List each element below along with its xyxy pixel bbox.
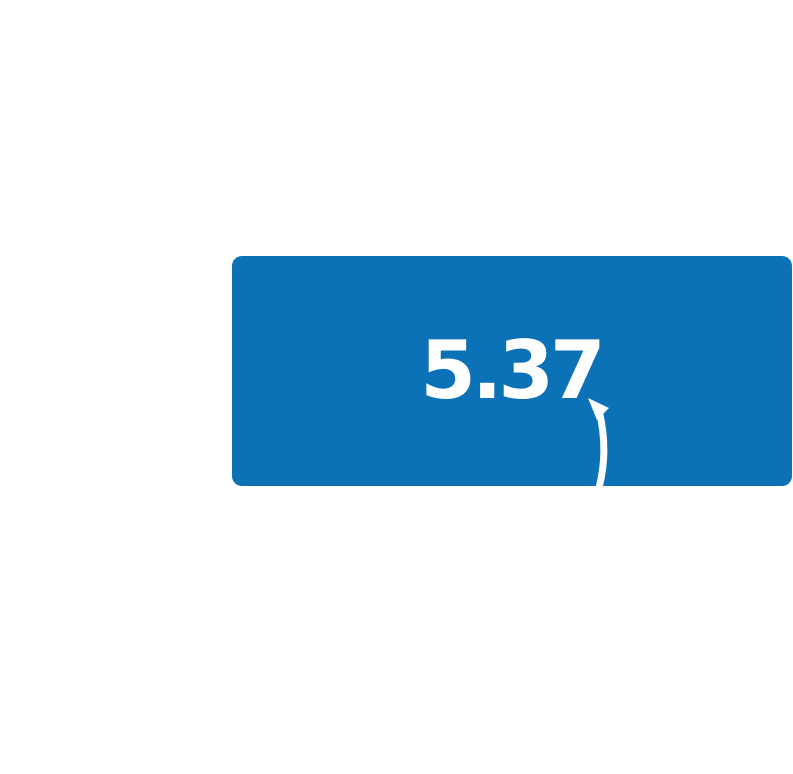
value-text: 5.37 — [420, 324, 605, 417]
value-wrapper: 5.37 — [232, 0, 792, 774]
value-card — [232, 256, 792, 486]
curved-up-arrow-icon — [588, 398, 609, 492]
